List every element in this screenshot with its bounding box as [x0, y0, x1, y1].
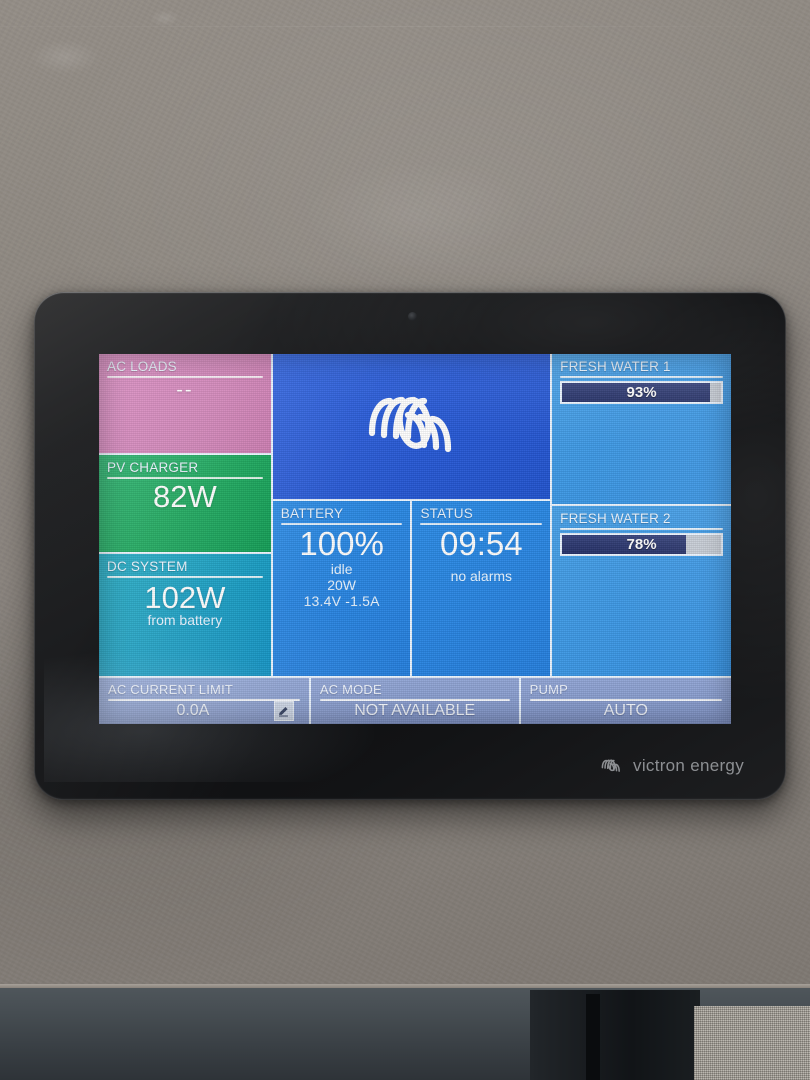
ac-mode-value-row: NOT AVAILABLE [320, 701, 510, 721]
pv-charger-title: PV CHARGER [107, 460, 199, 476]
counter-slot [586, 994, 600, 1080]
counter-fabric-patch [694, 1006, 810, 1080]
panel-pv-charger[interactable]: PV CHARGER 82W [99, 455, 271, 554]
ac-mode-title: AC MODE [319, 682, 382, 697]
pv-charger-value: 82W [153, 479, 217, 515]
fresh-water-1-rule [560, 376, 723, 378]
battery-power: 20W [327, 577, 357, 594]
status-rule [420, 522, 543, 525]
panel-fresh-water-1[interactable]: FRESH WATER 1 93% [552, 354, 731, 506]
victron-gx-touch-device: AC LOADS -- PV CHARGER 82W [34, 292, 786, 800]
panel-victron-logo[interactable] [272, 354, 551, 501]
device-screen[interactable]: AC LOADS -- PV CHARGER 82W [99, 354, 731, 724]
ac-loads-title: AC LOADS [107, 359, 177, 374]
victron-logo-icon [601, 759, 620, 772]
battery-rule [280, 522, 403, 525]
panel-battery[interactable]: BATTERY 100% idle 20W 13.4V -1.5A [272, 500, 413, 676]
ac-loads-rule [107, 376, 263, 378]
dc-system-rule [107, 575, 263, 578]
fresh-water-2-percent: 78% [626, 535, 657, 553]
light-sensor-icon [408, 312, 417, 321]
battery-body: 100% idle 20W 13.4V -1.5A [281, 524, 403, 610]
ac-loads-value: -- [176, 379, 194, 401]
fresh-water-2-title: FRESH WATER 2 [560, 510, 671, 526]
panel-dc-system[interactable]: DC SYSTEM 102W from battery [99, 553, 271, 676]
pencil-glyph [279, 706, 289, 717]
dc-system-title: DC SYSTEM [107, 558, 188, 574]
ui-main-region: AC LOADS -- PV CHARGER 82W [99, 354, 731, 676]
fresh-water-2-rule [560, 527, 723, 530]
pv-charger-body: 82W [107, 481, 263, 513]
status-body: 09:54 no alarms [420, 524, 542, 585]
counter-lip [0, 984, 810, 991]
bezel-branding: victron energy [598, 756, 744, 776]
panel-status[interactable]: STATUS 09:54 no alarms [412, 500, 551, 676]
ac-current-limit-rule [108, 699, 300, 701]
fresh-water-1-fill [562, 383, 710, 402]
pencil-edit-icon[interactable] [273, 701, 294, 721]
battery-percent: 100% [299, 524, 384, 562]
ac-mode-rule [319, 699, 510, 701]
pump-value: AUTO [603, 702, 648, 719]
wall-seam [0, 26, 810, 27]
pump-title: PUMP [529, 682, 568, 697]
middle-column: BATTERY 100% idle 20W 13.4V -1.5A STATUS [272, 354, 553, 676]
counter-dark-recess [530, 990, 700, 1080]
fresh-water-1-gauge: 93% [560, 381, 723, 404]
fresh-water-2-gauge: 78% [560, 532, 723, 556]
right-column: FRESH WATER 1 93% FRESH WATER 2 78% [552, 354, 731, 676]
middle-bottom-region: BATTERY 100% idle 20W 13.4V -1.5A STATUS [272, 500, 551, 676]
left-column: AC LOADS -- PV CHARGER 82W [99, 354, 273, 676]
ac-current-limit-value: 0.0A [176, 702, 210, 719]
dc-system-sub: from battery [147, 612, 223, 629]
fresh-water-1-title: FRESH WATER 1 [560, 359, 671, 374]
pump-rule [529, 699, 722, 701]
ac-loads-body: -- [107, 379, 263, 401]
victron-logo-icon [369, 397, 452, 453]
bottom-control-bar: AC CURRENT LIMIT 0.0A AC MODE [99, 676, 731, 724]
panel-fresh-water-2[interactable]: FRESH WATER 2 78% [552, 505, 731, 676]
panel-ac-loads[interactable]: AC LOADS -- [99, 354, 271, 456]
status-time: 09:54 [440, 524, 523, 562]
dc-system-body: 102W from battery [107, 580, 263, 629]
pump-value-row: AUTO [530, 701, 722, 721]
control-ac-mode[interactable]: AC MODE NOT AVAILABLE [308, 678, 519, 724]
battery-title: BATTERY [280, 505, 344, 521]
control-ac-current-limit[interactable]: AC CURRENT LIMIT 0.0A [99, 678, 309, 724]
battery-state: idle [330, 561, 353, 578]
control-pump[interactable]: PUMP AUTO [518, 678, 731, 724]
ac-current-limit-title: AC CURRENT LIMIT [108, 682, 234, 697]
ac-current-limit-value-row: 0.0A [108, 701, 300, 721]
battery-voltage-current: 13.4V -1.5A [303, 593, 380, 610]
dc-system-value: 102W [144, 579, 226, 615]
fresh-water-1-percent: 93% [626, 384, 657, 401]
gx-overview-ui: AC LOADS -- PV CHARGER 82W [99, 354, 731, 724]
status-alarms: no alarms [450, 568, 513, 585]
fresh-water-2-fill [562, 534, 687, 554]
status-title: STATUS [420, 505, 473, 521]
ac-mode-value: NOT AVAILABLE [354, 702, 476, 719]
pv-charger-rule [107, 477, 263, 480]
bezel-brand-text: victron energy [633, 756, 744, 775]
